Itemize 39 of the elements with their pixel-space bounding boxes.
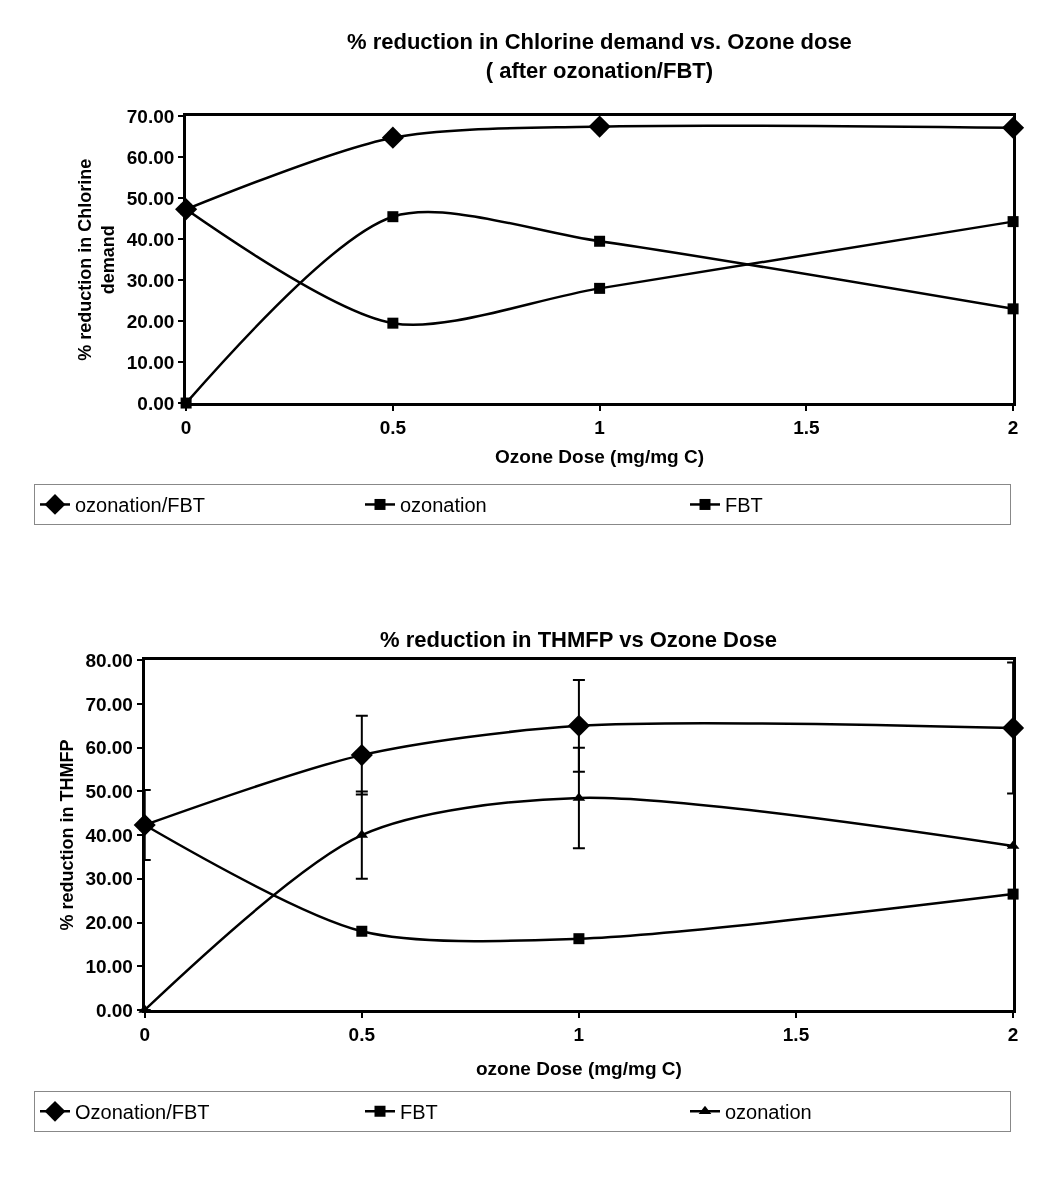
y-tick-label: 30.00	[85, 868, 133, 890]
x-tick-label: 2	[1007, 416, 1019, 438]
x-tick-label: 1.5	[782, 1023, 810, 1045]
y-tick-label: 60.00	[126, 146, 175, 168]
y-tick-label: 40.00	[85, 824, 133, 846]
y-tick-label: 20.00	[85, 912, 133, 934]
y-tick-label: 50.00	[85, 781, 133, 803]
y-tick-label: 0.00	[95, 999, 133, 1021]
y-tick-label: 10.00	[85, 955, 133, 977]
y-axis-title: % reduction in THMFP	[56, 739, 77, 931]
y-tick-label: 20.00	[126, 310, 175, 332]
legend-label: ozonation	[725, 1101, 812, 1124]
y-tick-label: 0.00	[137, 392, 175, 414]
y-axis-title: % reduction in Chlorine demand	[74, 158, 118, 361]
x-tick-label: 1	[573, 1023, 585, 1045]
x-tick-label: 0.5	[379, 416, 407, 438]
legend-label: FBT	[725, 494, 763, 517]
chart-title: % reduction in Chlorine demand vs. Ozone dose ( after ozonation/FBT)	[347, 29, 852, 83]
y-tick-label: 70.00	[126, 106, 175, 127]
y-tick-label: 40.00	[126, 228, 175, 250]
legend-label: FBT	[400, 1101, 438, 1124]
y-tick-label: 30.00	[126, 269, 175, 291]
legend-label: Ozonation/FBT	[75, 1101, 210, 1124]
x-tick-label: 1.5	[793, 416, 820, 438]
y-tick-label: 10.00	[126, 351, 175, 373]
y-tick-label: 80.00	[85, 649, 133, 671]
y-tick-label: 50.00	[126, 187, 175, 209]
legend-label: ozonation/FBT	[75, 494, 206, 517]
x-tick-label: 0	[139, 1023, 151, 1045]
chart-title: % reduction in THMFP vs Ozone Dose	[380, 627, 777, 652]
x-axis-title: ozone Dose (mg/mg C)	[476, 1058, 682, 1079]
x-tick-label: 1	[594, 416, 606, 438]
x-tick-label: 0	[180, 416, 192, 438]
x-tick-label: 0.5	[348, 1023, 376, 1045]
y-tick-label: 70.00	[85, 693, 133, 715]
legend-label: ozonation	[400, 494, 487, 517]
x-tick-label: 2	[1007, 1023, 1019, 1045]
x-axis-title: Ozone Dose (mg/mg C)	[495, 446, 705, 467]
y-tick-label: 60.00	[85, 737, 133, 759]
